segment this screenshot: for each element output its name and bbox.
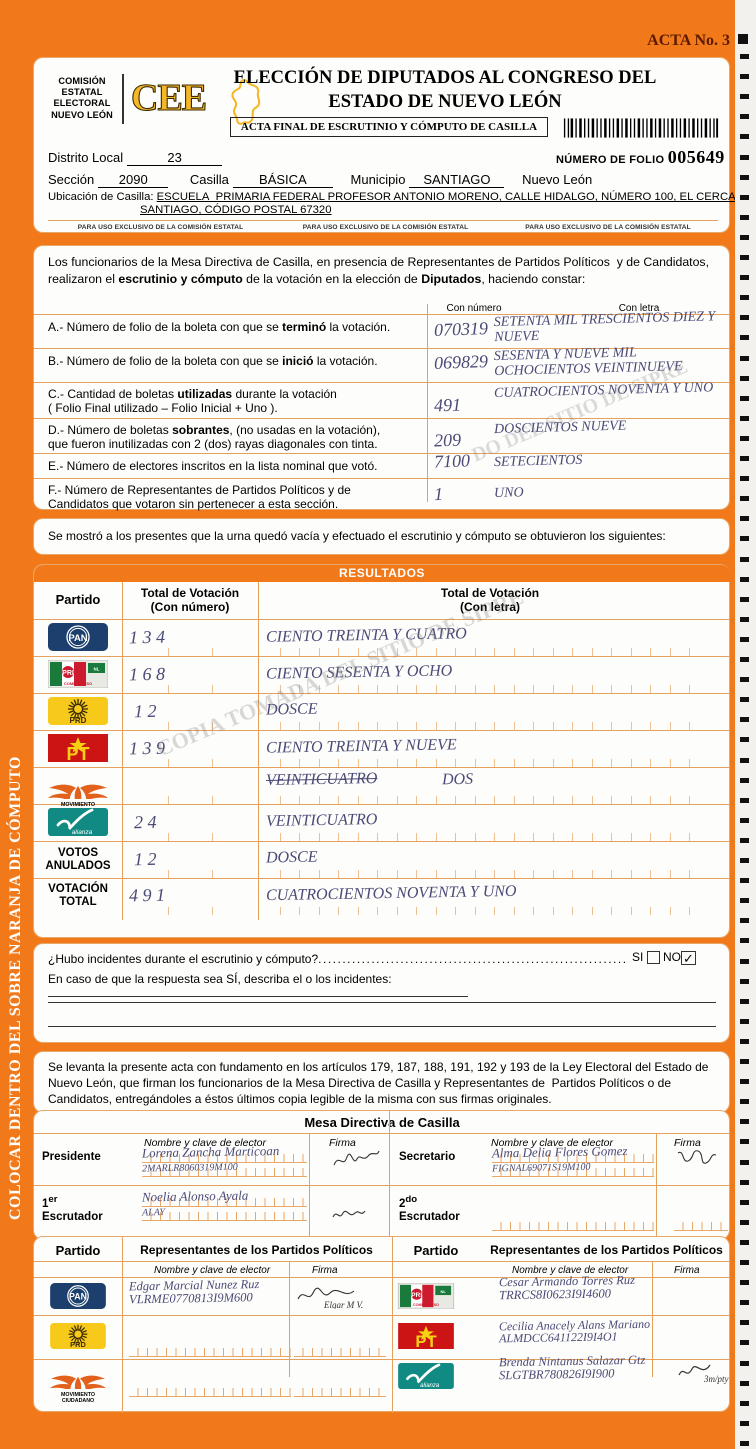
svg-text:COMPROMISO: COMPROMISO (413, 1303, 439, 1307)
svg-text:PAN: PAN (69, 1292, 87, 1302)
svg-text:alianza: alianza (72, 829, 93, 836)
svg-text:Elgar M V.: Elgar M V. (323, 1300, 363, 1309)
svg-text:PRD: PRD (70, 1340, 86, 1349)
svg-text:PAN: PAN (68, 633, 87, 644)
svg-text:NL: NL (94, 667, 100, 672)
svg-text:PRI: PRI (411, 1292, 422, 1299)
svg-text:NL: NL (441, 1289, 447, 1294)
svg-text:PT: PT (415, 1332, 437, 1349)
svg-text:PT: PT (66, 744, 89, 762)
svg-text:PRD: PRD (70, 716, 87, 725)
svg-text:PRI: PRI (62, 670, 74, 677)
svg-text:3m/pty: 3m/pty (703, 1374, 729, 1384)
svg-text:COMPROMISO: COMPROMISO (64, 681, 92, 686)
svg-text:alianza: alianza (420, 1383, 440, 1389)
